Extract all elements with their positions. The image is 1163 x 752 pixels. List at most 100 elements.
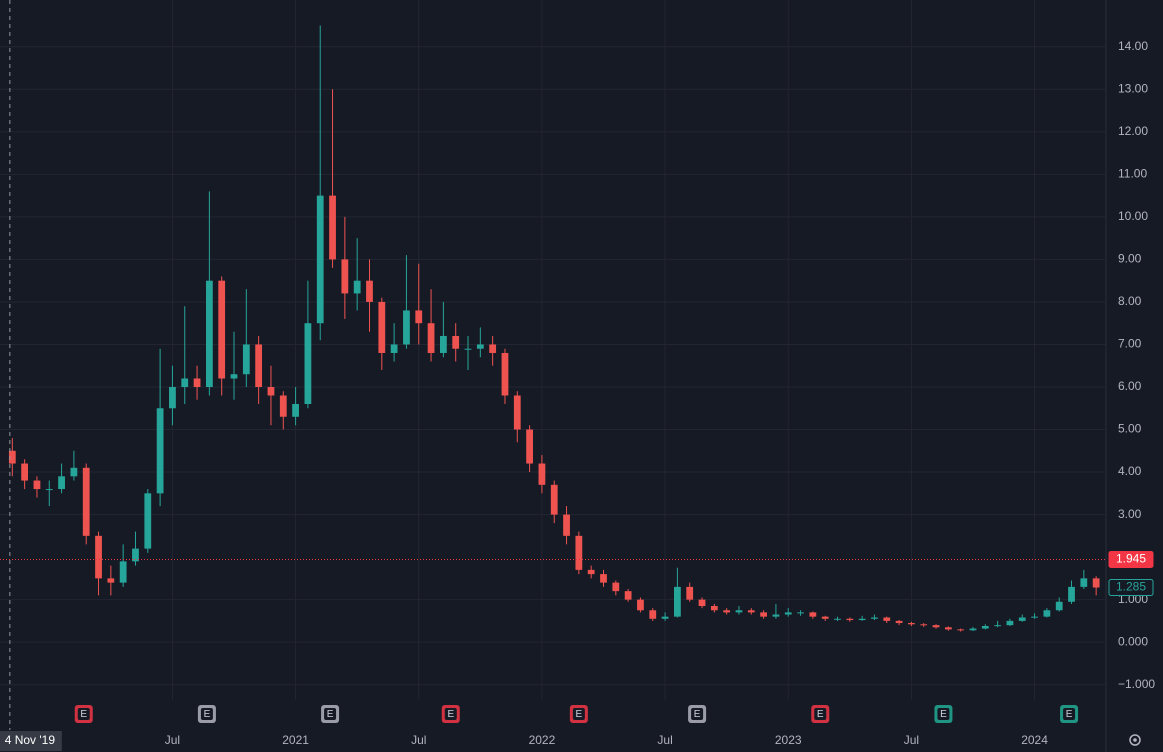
earnings-inner — [1063, 708, 1076, 720]
candle-body — [205, 280, 213, 387]
candle-body — [1092, 578, 1100, 588]
candle-body — [1043, 610, 1051, 617]
price-label: 1.945 — [1116, 552, 1146, 566]
candle-body — [661, 616, 669, 619]
candle-body — [710, 606, 718, 611]
candle-body — [637, 599, 644, 611]
candle-body — [994, 625, 1002, 627]
earnings-label: E — [1066, 709, 1073, 720]
candle-body — [1068, 586, 1075, 602]
earnings-marker[interactable]: E — [811, 705, 830, 723]
candle-body — [132, 548, 139, 562]
candle-body — [242, 344, 250, 375]
earnings-label: E — [204, 709, 211, 720]
candle-body — [415, 310, 423, 324]
candle-body — [563, 514, 570, 536]
candle-body — [181, 378, 189, 387]
candle-body — [698, 599, 706, 607]
x-tick-label: 2021 — [282, 733, 309, 747]
candle-body — [920, 624, 928, 626]
candle-body — [797, 612, 804, 614]
y-tick-label: 10.00 — [1118, 209, 1148, 223]
y-tick-label: 13.00 — [1118, 81, 1148, 95]
earnings-inner — [691, 708, 704, 720]
y-tick-label: 3.00 — [1118, 507, 1142, 521]
candle-body — [193, 378, 201, 387]
x-tick-label: 2022 — [529, 733, 556, 747]
y-tick-label: 9.00 — [1118, 252, 1142, 266]
earnings-label: E — [694, 709, 701, 720]
candle-body — [969, 628, 977, 631]
earnings-marker[interactable]: E — [74, 705, 93, 723]
candle-body — [70, 467, 78, 477]
candle-body — [1018, 617, 1026, 621]
y-tick-label: 14.00 — [1118, 39, 1148, 53]
x-tick-label: Jul — [411, 733, 426, 747]
candle-body — [981, 626, 989, 629]
candle-body — [169, 386, 176, 409]
earnings-inner — [200, 708, 213, 720]
price-label: 1.285 — [1116, 580, 1146, 594]
candle-body — [809, 612, 817, 617]
candle-body — [341, 259, 349, 294]
earnings-label: E — [576, 709, 583, 720]
candle-body — [821, 616, 829, 619]
candle-body — [107, 578, 115, 583]
candle-body — [883, 617, 891, 621]
earnings-label: E — [447, 709, 454, 720]
earnings-inner — [937, 708, 950, 720]
earnings-marker[interactable]: E — [197, 705, 216, 723]
candle-body — [267, 386, 275, 396]
earnings-inner — [324, 708, 337, 720]
earnings-marker[interactable]: E — [441, 705, 460, 723]
candle-body — [218, 280, 226, 379]
candle-body — [784, 612, 792, 615]
candle-body — [674, 586, 681, 617]
candle-body — [378, 301, 386, 353]
earnings-marker[interactable]: E — [1060, 705, 1079, 723]
candle-body — [33, 480, 41, 490]
settings-icon[interactable] — [1129, 734, 1141, 746]
crosshair-label: 4 Nov '19 — [5, 733, 56, 747]
candle-body — [329, 195, 336, 260]
candle-body — [624, 591, 632, 600]
x-tick-label: 2023 — [775, 733, 802, 747]
candle-body — [932, 625, 940, 628]
y-tick-label: 4.00 — [1118, 464, 1142, 478]
candle-body — [292, 404, 299, 417]
candle-body — [452, 335, 460, 349]
candle-body — [144, 493, 152, 549]
candle-body — [156, 408, 164, 494]
candle-body — [735, 610, 743, 613]
x-tick-label: Jul — [657, 733, 672, 747]
candle-body — [366, 280, 373, 302]
candle-body — [587, 569, 595, 575]
candle-body — [304, 323, 312, 405]
earnings-marker[interactable]: E — [934, 705, 953, 723]
candle-body — [255, 344, 263, 387]
candle-body — [8, 450, 16, 464]
gear[interactable] — [1129, 734, 1141, 746]
candle-body — [95, 535, 102, 579]
gear-center[interactable] — [1133, 738, 1137, 742]
candle-body — [513, 395, 521, 430]
candle-body — [760, 612, 767, 617]
candle-body — [403, 310, 410, 345]
y-tick-label: 12.00 — [1118, 124, 1148, 138]
candle-body — [489, 344, 497, 353]
y-tick-label: 6.00 — [1118, 379, 1142, 393]
candle-body — [649, 610, 657, 619]
candle-body — [501, 352, 509, 396]
y-tick-label: 5.00 — [1118, 422, 1142, 436]
candle-body — [119, 561, 127, 583]
earnings-marker[interactable]: E — [321, 705, 340, 723]
candle-body — [439, 335, 447, 353]
earnings-marker[interactable]: E — [569, 705, 588, 723]
candle-body — [871, 617, 878, 619]
earnings-marker[interactable]: E — [688, 705, 707, 723]
candle-body — [895, 620, 903, 624]
candle-body — [723, 610, 731, 613]
earnings-inner — [572, 708, 585, 720]
candle-body — [957, 629, 965, 631]
